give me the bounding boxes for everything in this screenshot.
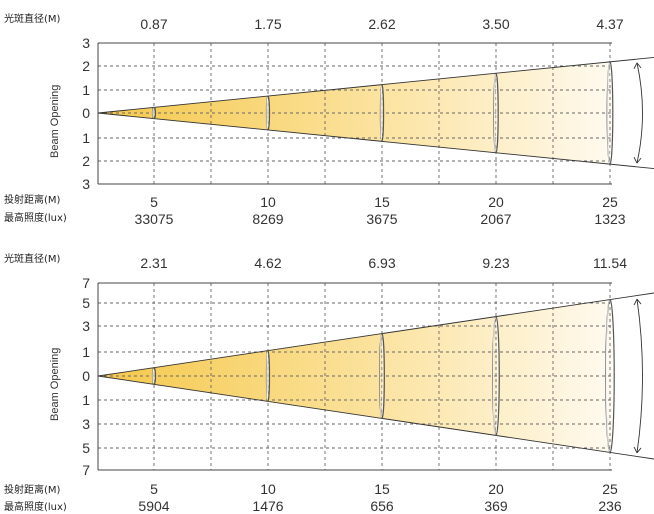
distance-value: 25 [602,194,618,210]
beam-ring-highlight [152,108,155,118]
beam-edge-lower [97,375,654,460]
y-tick-label: 5 [82,295,90,311]
distance-value: 10 [260,481,276,497]
spot-diameter-label: 光斑直径(M) [4,252,61,265]
y-tick-label: 1 [82,392,90,408]
diameter-values: 2.31 4.62 6.93 9.23 11.54 [140,255,627,271]
diameter-value: 3.50 [482,16,509,32]
y-axis-ticks: 3 2 1 0 1 2 3 [82,35,90,192]
illuminance-value: 369 [484,498,508,514]
y-tick-label: 3 [82,416,90,432]
beam-ring-highlight [152,368,155,384]
illuminance-value: 33075 [135,211,174,227]
beam-ring-highlight [493,74,497,152]
y-tick-label: 1 [82,82,90,98]
illuminance-value: 1476 [252,498,283,514]
beam-angle-arc [636,299,643,453]
distance-value: 15 [374,194,390,210]
illuminance-value: 1323 [594,211,625,227]
distance-value: 25 [602,481,618,497]
illuminance-value: 236 [598,498,622,514]
illuminance-value: 656 [370,498,394,514]
spot-diameter-label: 光斑直径(M) [4,12,61,25]
y-tick-label: 2 [82,153,90,169]
beam-angle-arc [636,62,643,164]
distance-value: 10 [260,194,276,210]
beam-ring-highlight [380,85,383,141]
diameter-value: 6.93 [368,255,395,271]
distance-value: 5 [150,194,158,210]
distance-value: 20 [488,481,504,497]
illuminance-value: 2067 [480,211,511,227]
distance-value: 15 [374,481,390,497]
beam-ring-highlight [379,334,384,418]
diameter-value: 4.62 [254,255,281,271]
distance-value: 20 [488,194,504,210]
arc-arrowhead-top [633,298,642,306]
illuminance-value: 3675 [366,211,397,227]
beam-ring-highlight [607,62,612,164]
beam-plot [97,42,654,185]
diameter-value: 0.87 [140,16,167,32]
diameter-value: 9.23 [482,255,509,271]
y-tick-label: 3 [82,176,90,192]
beam-opening-label: Beam Opening [49,85,61,158]
beam-opening-label: Beam Opening [49,348,61,421]
diameter-value: 4.37 [596,16,623,32]
y-tick-label: 0 [82,105,90,121]
max-illuminance-label: 最高照度(lux) [4,500,67,513]
diameter-value: 2.31 [140,255,167,271]
y-tick-label: 7 [82,462,90,478]
arc-arrowhead-top [633,62,642,70]
beam-cone [98,299,612,453]
illuminance-value: 5904 [138,498,169,514]
beam-ring-highlight [492,317,499,435]
distance-illuminance-values: 5 10 15 20 25 5904 1476 656 369 236 [138,481,621,514]
throw-distance-label: 投射距离(M) [4,193,61,206]
diameter-values: 0.87 1.75 2.62 3.50 4.37 [140,16,623,32]
y-tick-label: 1 [82,344,90,360]
diameter-value: 11.54 [593,255,627,271]
beam-ring-highlight [266,351,269,401]
throw-distance-label: 投射距离(M) [4,483,61,496]
diameter-value: 2.62 [368,16,395,32]
beam-cone [98,61,612,165]
illuminance-value: 8269 [252,211,283,227]
beam-ring-highlight [266,96,269,130]
y-tick-label: 1 [82,130,90,146]
y-tick-label: 3 [82,35,90,51]
distance-illuminance-values: 5 10 15 20 25 33075 8269 3675 2067 1323 [135,194,626,227]
diameter-value: 1.75 [254,16,281,32]
y-tick-label: 7 [82,275,90,291]
max-illuminance-label: 最高照度(lux) [4,211,67,224]
arc-arrowhead-bottom [633,156,642,164]
y-tick-label: 5 [82,440,90,456]
y-tick-label: 3 [82,318,90,334]
distance-value: 5 [150,481,158,497]
beam-edge-upper [97,292,654,377]
beam-edge-upper [97,57,654,114]
y-tick-label: 2 [82,58,90,74]
beam-panel-wide: 光斑直径(M) 2.31 4.62 6.93 9.23 11.54 753101357 … [4,252,654,514]
beam-edge-lower [97,112,654,169]
beam-plot [97,282,654,471]
y-axis-ticks: 7 5 3 1 0 1 3 5 7 [82,275,90,478]
y-tick-label: 0 [82,368,90,384]
beam-ring-highlight [605,300,614,452]
arc-arrowhead-bottom [633,446,642,454]
